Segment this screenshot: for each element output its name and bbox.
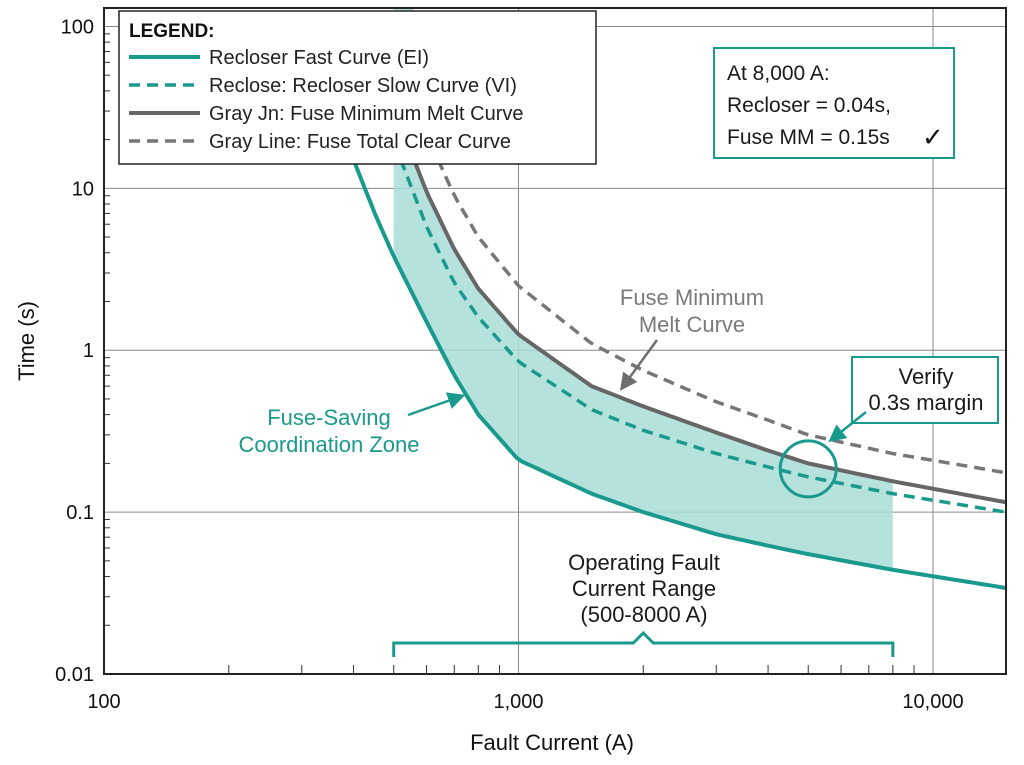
note-box-frame [713, 47, 955, 159]
tick-labels: 100 1,000 10,000 100 10 1 0.1 0.01 [55, 16, 964, 713]
legend-title: LEGEND: [129, 21, 215, 42]
legend: LEGEND: Recloser Fast Curve (EI) Reclose… [118, 10, 597, 165]
range-label-line-2: Current Range [572, 576, 716, 601]
y-tick-label: 1 [83, 340, 94, 362]
series-line-fuse-min-melt [412, 159, 1006, 505]
check-mark-icon: ✓ [922, 123, 944, 153]
y-tick-label: 0.01 [55, 664, 94, 686]
range-label-line-3: (500-8000 A) [580, 602, 707, 627]
legend-label-fuse-total-clear: Gray Line: Fuse Total Clear Curve [209, 131, 511, 153]
zone-arrow [407, 392, 466, 417]
x-tick-label: 1,000 [493, 691, 543, 713]
fuse-min-melt-annotation: Fuse Minimum Melt Curve [619, 285, 764, 391]
note-line-3: Fuse MM = 0.15s [727, 126, 890, 149]
verify-arrow [828, 411, 867, 443]
range-annotation: Operating Fault Current Range (500-8000 … [392, 550, 895, 657]
fuse-mm-arrow [619, 339, 659, 391]
verify-box [851, 356, 999, 424]
legend-label-recloser-fast: Recloser Fast Curve (EI) [209, 47, 429, 69]
verify-line-1: Verify [898, 364, 953, 389]
zone-label-line-2: Coordination Zone [238, 432, 419, 457]
plot-frame [103, 7, 1007, 675]
legend-label-recloser-slow: Reclose: Recloser Slow Curve (VI) [209, 75, 517, 97]
fuse-mm-label-line-2: Melt Curve [639, 312, 745, 337]
legend-box [118, 10, 597, 165]
fuse-mm-label-line-1: Fuse Minimum [620, 285, 764, 310]
y-tick-label: 10 [72, 178, 94, 200]
note-box: At 8,000 A: Recloser = 0.04s, Fuse MM = … [713, 47, 955, 159]
zone-label-line-1: Fuse-Saving [267, 405, 391, 430]
coordination-zone-fill [393, 8, 893, 570]
y-axis-title: Time (s) [14, 301, 39, 381]
x-tick-label: 10,000 [902, 691, 963, 713]
legend-label-fuse-min-melt: Gray Jn: Fuse Minimum Melt Curve [209, 103, 524, 125]
note-line-2: Recloser = 0.04s, [727, 94, 891, 117]
zone-annotation: Fuse-Saving Coordination Zone [238, 392, 466, 457]
note-line-1: At 8,000 A: [727, 62, 830, 85]
y-tick-label: 100 [61, 16, 94, 38]
series-line-recloser-fast [351, 159, 1006, 590]
verify-point-circle [778, 439, 838, 499]
x-axis-title: Fault Current (A) [470, 730, 634, 755]
verify-annotation: Verify 0.3s margin [778, 356, 999, 499]
x-tick-label: 100 [87, 691, 120, 713]
series-line-fuse-total-clear [436, 159, 1006, 475]
range-bracket [392, 630, 895, 657]
range-label-line-1: Operating Fault [568, 550, 720, 575]
minor-ticks [104, 33, 915, 674]
y-tick-label: 0.1 [66, 502, 94, 524]
verify-line-2: 0.3s margin [869, 390, 984, 415]
series-line-recloser-slow [399, 159, 1006, 514]
